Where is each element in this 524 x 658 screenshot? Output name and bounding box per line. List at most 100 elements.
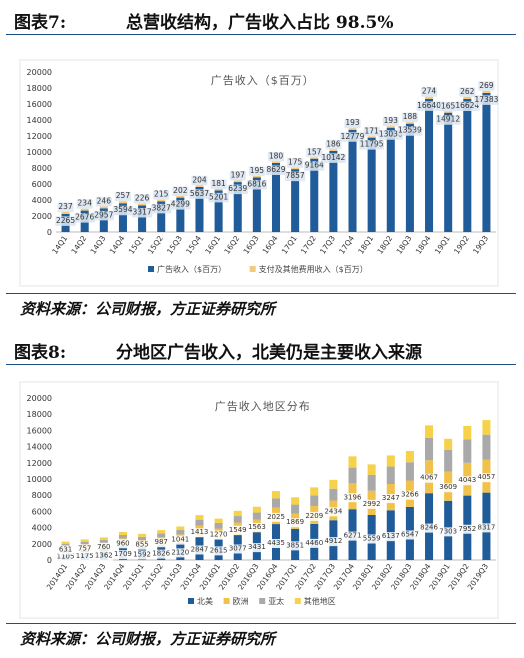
- data-label-bg: [210, 179, 227, 189]
- bar-segment: [271, 498, 281, 508]
- data-label: 157: [307, 147, 322, 156]
- bar-segment: [444, 112, 453, 232]
- bar-segment: [463, 99, 472, 232]
- bar-segment: [367, 137, 376, 232]
- bar-segment: [138, 205, 147, 232]
- data-label: 987: [155, 538, 168, 546]
- bar-segment: [482, 420, 491, 435]
- data-label: 16624: [455, 101, 479, 110]
- data-label: 3609: [439, 483, 457, 491]
- bar-segment: [425, 425, 434, 438]
- bar-segment: [195, 515, 204, 520]
- data-label: 1592: [133, 551, 151, 559]
- bar-segment: [252, 512, 261, 520]
- bar-segment: [118, 203, 127, 232]
- bar-segment: [271, 491, 281, 499]
- data-label: 7303: [439, 527, 457, 535]
- data-label: 2847: [191, 545, 209, 553]
- bar-segment: [367, 136, 376, 138]
- legend-label: 欧洲: [233, 596, 249, 606]
- data-label: 1105: [57, 553, 75, 561]
- data-label: 2025: [267, 513, 285, 521]
- data-label: 960: [116, 539, 129, 547]
- y-tick-label: 4000: [32, 524, 52, 533]
- bar-segment: [80, 541, 89, 545]
- data-label-bg: [189, 189, 210, 199]
- data-label: 180: [269, 152, 284, 161]
- bar-segment: [463, 439, 472, 463]
- data-label-bg: [397, 126, 423, 136]
- data-label: 171: [364, 126, 379, 135]
- bar-segment: [310, 487, 319, 496]
- data-label-bg: [323, 537, 344, 547]
- data-label: 5201: [209, 192, 228, 201]
- bar-segment: [157, 530, 166, 534]
- bar-segment: [348, 456, 357, 468]
- data-label-bg: [96, 542, 112, 552]
- y-tick-label: 12000: [27, 459, 52, 468]
- y-tick-label: 6000: [32, 507, 52, 516]
- legend-swatch: [223, 598, 230, 604]
- bar-segment: [310, 157, 319, 159]
- legend-label: 亚太: [268, 596, 284, 606]
- bar-segment: [214, 523, 223, 529]
- y-tick-label: 14000: [27, 116, 52, 125]
- data-label: 12779: [341, 132, 365, 141]
- y-tick-label: 2000: [32, 212, 52, 221]
- bar-segment: [329, 479, 338, 489]
- legend-label: 广告收入（$百万）: [157, 264, 226, 274]
- y-tick-label: 8000: [32, 491, 52, 500]
- data-label-bg: [227, 184, 248, 195]
- data-label-bg: [57, 545, 74, 555]
- data-label: 8629: [266, 165, 285, 174]
- data-label: 17383: [475, 95, 499, 104]
- bar-segment: [348, 129, 357, 232]
- data-label: 3077: [229, 545, 247, 553]
- data-label: 202: [173, 186, 188, 195]
- bar-segment: [386, 126, 395, 128]
- data-label-bg: [378, 130, 404, 140]
- data-label-bg: [363, 126, 380, 137]
- data-label-bg: [248, 166, 265, 176]
- figure-label: 图表8:: [14, 343, 67, 363]
- data-label-bg: [304, 161, 325, 171]
- data-label: 2265: [56, 216, 75, 225]
- chart-1: 广告收入（$百万） 0 2000 4000 6000 8000 10000 12000 1400…: [19, 59, 499, 287]
- data-label: 3266: [401, 491, 419, 499]
- data-label: 193: [384, 116, 399, 125]
- data-label-bg: [131, 207, 153, 218]
- bar-segment: [176, 197, 185, 232]
- y-tick-label: 16000: [27, 426, 52, 435]
- data-label: 2676: [75, 213, 94, 222]
- data-label: 4057: [478, 473, 496, 481]
- data-label: 186: [326, 139, 341, 148]
- data-label-bg: [457, 524, 477, 534]
- bar-segment: [176, 195, 185, 198]
- divider: [6, 623, 516, 624]
- y-tick-label: 0: [47, 556, 52, 565]
- data-label-bg: [474, 95, 499, 105]
- data-label: 3851: [286, 541, 304, 549]
- data-label-bg: [476, 473, 497, 483]
- data-label: 262: [460, 87, 475, 96]
- data-label: 3247: [382, 494, 400, 502]
- legend-swatch: [294, 598, 301, 604]
- bar-segment: [118, 531, 127, 535]
- data-label: 204: [192, 175, 207, 184]
- data-label: 1826: [152, 550, 170, 558]
- data-label: 760: [97, 543, 110, 551]
- chart-title: 广告收入地区分布: [215, 399, 311, 413]
- data-label-bg: [170, 535, 190, 545]
- legend-swatch: [249, 266, 256, 272]
- data-label: 1270: [210, 531, 228, 539]
- data-label-bg: [285, 518, 305, 528]
- data-label-bg: [132, 550, 152, 560]
- data-label: 2957: [94, 210, 113, 219]
- bar-segment: [252, 506, 261, 513]
- data-label-bg: [421, 87, 438, 97]
- figure-label: 图表7:: [14, 13, 67, 33]
- chart-2: 广告收入地区分布 0 2000 4000 6000 8000 10000 12000 14000…: [19, 381, 499, 619]
- data-label-bg: [172, 186, 189, 196]
- data-label-bg: [247, 543, 267, 553]
- data-label: 2434: [324, 507, 342, 515]
